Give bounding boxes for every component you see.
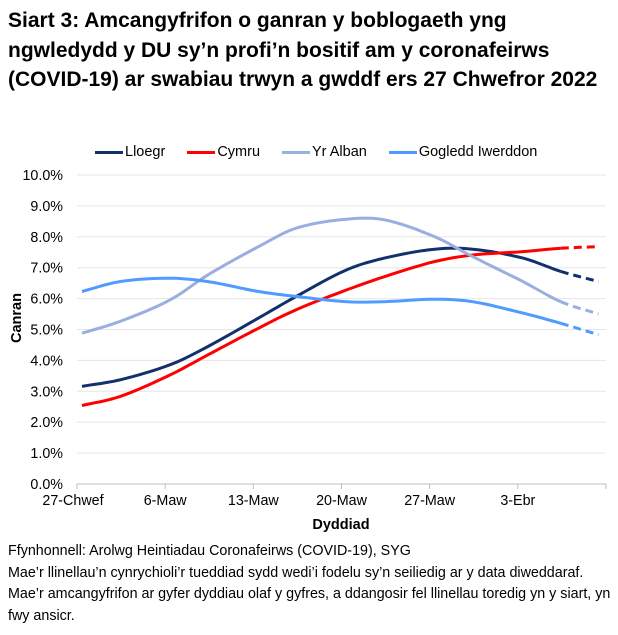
y-tick-label: 9.0% [30,199,63,215]
series-projection-cymru [560,245,599,250]
legend-item: Yr Alban [282,144,367,160]
series-line-lloegr [81,246,562,388]
legend-item: Cymru [187,144,260,160]
legend-swatch [187,150,216,154]
y-axis-title: Canran [9,293,25,343]
x-tick-label: 3-Ebr [500,493,535,509]
source-text: Ffynhonnell: Arolwg Heintiadau Coronafei… [8,543,411,559]
y-tick-label: 0.0% [30,477,63,493]
legend: Lloegr Cymru Yr Alban Gogledd Iwerddon [95,144,537,160]
y-tick-label: 3.0% [30,384,63,400]
series-projection-yr-alban [560,300,600,316]
y-tick-label: 1.0% [30,446,63,462]
series-projection-gogledd-iwerddon [560,321,600,337]
footer: Ffynhonnell: Arolwg Heintiadau Coronafei… [8,541,616,627]
legend-swatch [388,150,417,154]
y-tick-label: 6.0% [30,292,63,308]
legend-label: Gogledd Iwerddon [418,144,538,160]
legend-label: Yr Alban [312,144,367,160]
x-tick-label: 27-Maw [404,493,456,509]
y-tick-label: 8.0% [30,230,63,246]
series-line-yr-alban [81,216,562,335]
legend-label: Lloegr [125,144,166,160]
legend-item: Gogledd Iwerddon [388,144,538,160]
chart-title: Siart 3: Amcangyfrifon o ganran y boblog… [8,9,598,91]
x-tick-label: 20-Maw [316,493,368,509]
legend-swatch [282,150,311,154]
y-tick-label: 5.0% [30,323,63,339]
y-tick-label: 2.0% [30,415,63,431]
x-tick-label: 27-Chwef [42,493,103,509]
legend-label: Cymru [217,144,261,160]
series-line-cymru [81,246,561,407]
y-tick-label: 4.0% [30,353,63,369]
note-text: Mae’r llinellau’n cynrychioli’r tueddiad… [8,564,611,624]
legend-swatch [95,150,123,154]
x-axis-title: Dyddiad [312,517,369,533]
series-projection-lloegr [560,269,599,284]
x-tick-label: 13-Maw [228,493,280,509]
plot-area: 0.0% 1.0% 2.0% 3.0% 4.0% 5.0% 6.0% 7.0% 8.0% 9.0%… [9,168,607,533]
legend-item: Lloegr [95,144,165,160]
y-tick-label: 10.0% [22,168,63,184]
x-tick-label: 6-Maw [144,493,188,509]
series-line-gogledd-iwerddon [81,276,562,325]
y-tick-label: 7.0% [30,261,63,277]
